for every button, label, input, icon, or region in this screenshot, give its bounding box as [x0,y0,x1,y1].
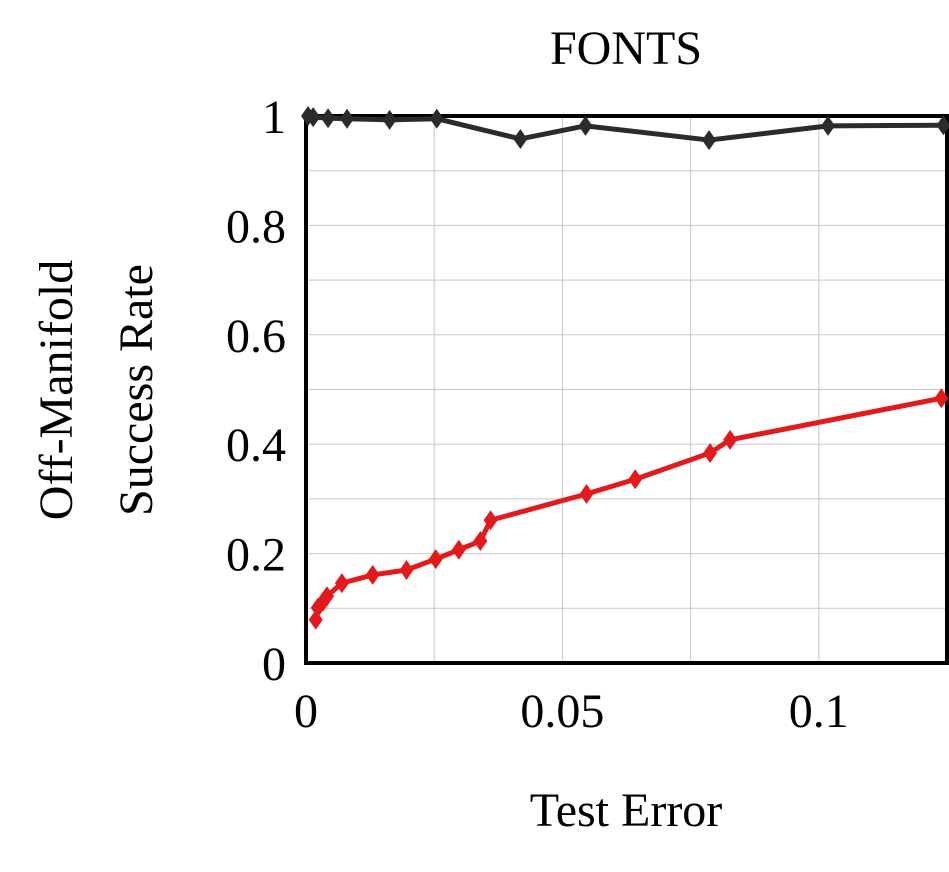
marker [702,130,717,151]
y-tick-label: 0.6 [226,310,286,363]
marker [320,586,335,607]
marker [578,115,593,136]
marker [579,483,594,504]
y-axis-label: Success Rate [110,264,163,516]
marker [936,115,949,136]
x-tick-label: 0.1 [789,685,849,738]
x-axis-label: Test Error [530,784,723,837]
x-tick-label: 0 [294,685,318,738]
y-tick-label: 0.4 [226,419,286,472]
y-axis-label: Off-Manifold [30,260,83,520]
line [307,113,944,143]
marker [382,109,397,130]
line [313,395,942,621]
y-tick-label: 0.2 [226,529,286,582]
y-tick-label: 0 [262,638,286,691]
marker [365,564,380,585]
marker [399,560,414,581]
marker [628,469,643,490]
marker [451,539,466,560]
marker [306,107,321,128]
marker [429,108,444,129]
marker [934,388,949,409]
marker [321,108,336,129]
marker [483,510,498,531]
marker [340,108,355,129]
marker [428,549,443,570]
y-tick-label: 0.8 [226,200,286,253]
y-tick-label: 1 [262,91,286,144]
marker [821,115,836,136]
marker [703,442,718,463]
plot-frame [304,114,949,665]
marker [334,573,349,594]
marker [723,429,738,450]
marker [513,128,528,149]
chart-title: FONTS [550,22,702,75]
marker [473,531,488,552]
x-tick-label: 0.05 [520,685,604,738]
